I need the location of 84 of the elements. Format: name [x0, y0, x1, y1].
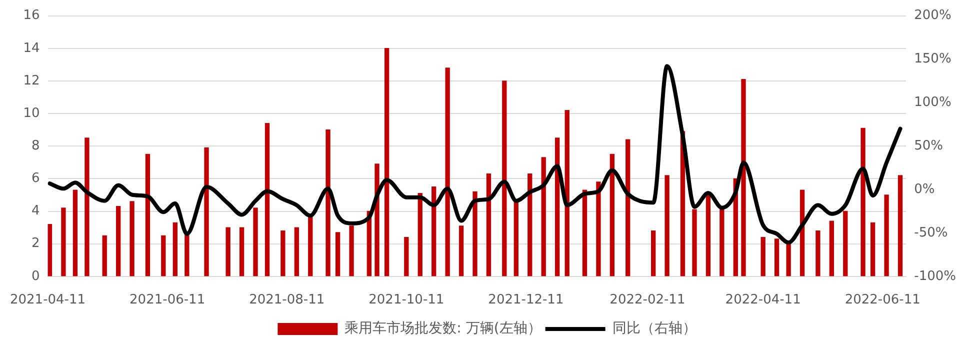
bar — [870, 222, 876, 276]
x-tick-label: 2021-08-11 — [249, 292, 325, 308]
y-tick-label: 10 — [23, 106, 40, 121]
bar — [664, 175, 670, 276]
bar — [102, 235, 107, 276]
bar — [418, 193, 422, 276]
bar — [458, 226, 464, 276]
x-tick-label: 2021-12-11 — [488, 292, 564, 308]
bar — [84, 138, 90, 276]
y2-tick-label: 50% — [914, 138, 944, 154]
bar — [308, 216, 313, 276]
bar — [184, 234, 190, 276]
bar — [335, 232, 340, 276]
bar — [384, 48, 390, 276]
bar — [898, 175, 903, 276]
bar — [692, 209, 697, 276]
x-tick-label: 2021-04-11 — [10, 292, 86, 308]
y-tick-label: 6 — [31, 171, 40, 186]
bar — [326, 129, 330, 276]
y-tick-label: 14 — [23, 40, 40, 56]
bar — [554, 138, 560, 276]
bar — [204, 147, 209, 276]
y2-tick-label: 150% — [914, 52, 952, 67]
bar — [172, 222, 178, 276]
bar — [349, 226, 354, 276]
bar — [774, 238, 780, 276]
bar — [651, 230, 656, 276]
bar — [486, 173, 492, 276]
bar — [472, 191, 478, 276]
x-tick-label: 2022-06-11 — [844, 292, 920, 308]
bar — [843, 210, 848, 276]
bar — [145, 154, 150, 276]
bar — [706, 194, 711, 276]
bar — [432, 186, 436, 276]
y-tick-label: 4 — [31, 204, 40, 219]
y-tick-label: 12 — [23, 73, 40, 88]
x-tick-label: 2022-04-11 — [725, 292, 801, 308]
bar — [239, 227, 244, 276]
bar — [48, 224, 52, 276]
line-series — [48, 64, 902, 245]
y-tick-label: 16 — [23, 8, 40, 24]
bar — [61, 208, 66, 276]
bar — [404, 236, 409, 276]
bar — [860, 128, 866, 276]
bar — [264, 122, 270, 276]
bar — [741, 78, 746, 276]
x-tick-label: 2021-10-11 — [368, 292, 444, 308]
bar — [596, 182, 601, 276]
y-tick-label: 2 — [31, 236, 40, 252]
bar — [280, 230, 286, 276]
y2-tick-label: 100% — [914, 95, 952, 110]
bar — [116, 206, 121, 276]
y2-tick-label: -100% — [914, 268, 956, 284]
bar — [884, 194, 889, 276]
bar — [502, 80, 507, 276]
bar — [786, 243, 791, 276]
legend-label: 同比（右轴） — [612, 320, 696, 337]
bar — [610, 154, 615, 276]
bar — [226, 227, 230, 276]
bar — [374, 164, 380, 276]
bar — [294, 227, 299, 276]
bar — [161, 235, 166, 276]
bar — [564, 110, 570, 276]
bar — [829, 220, 834, 276]
y2-tick-label: -50% — [914, 225, 948, 240]
bar — [253, 208, 258, 276]
y-tick-label: 8 — [31, 138, 40, 154]
bar — [130, 201, 134, 276]
y-tick-label: 0 — [31, 268, 40, 284]
y2-tick-label: 0% — [914, 182, 935, 197]
bar — [514, 200, 518, 276]
bar — [816, 230, 820, 276]
bar — [72, 190, 78, 276]
bar — [582, 190, 588, 276]
bar — [760, 236, 766, 276]
bar — [541, 157, 546, 276]
bar — [720, 208, 724, 276]
x-tick-label: 2021-06-11 — [130, 292, 206, 308]
x-tick-label: 2022-02-11 — [610, 292, 686, 308]
legend-label: 乘用车市场批发数: 万辆(左轴） — [344, 320, 542, 337]
bar — [626, 139, 630, 276]
y2-tick-label: 200% — [914, 8, 952, 24]
bar — [445, 68, 450, 276]
bar — [528, 173, 532, 276]
